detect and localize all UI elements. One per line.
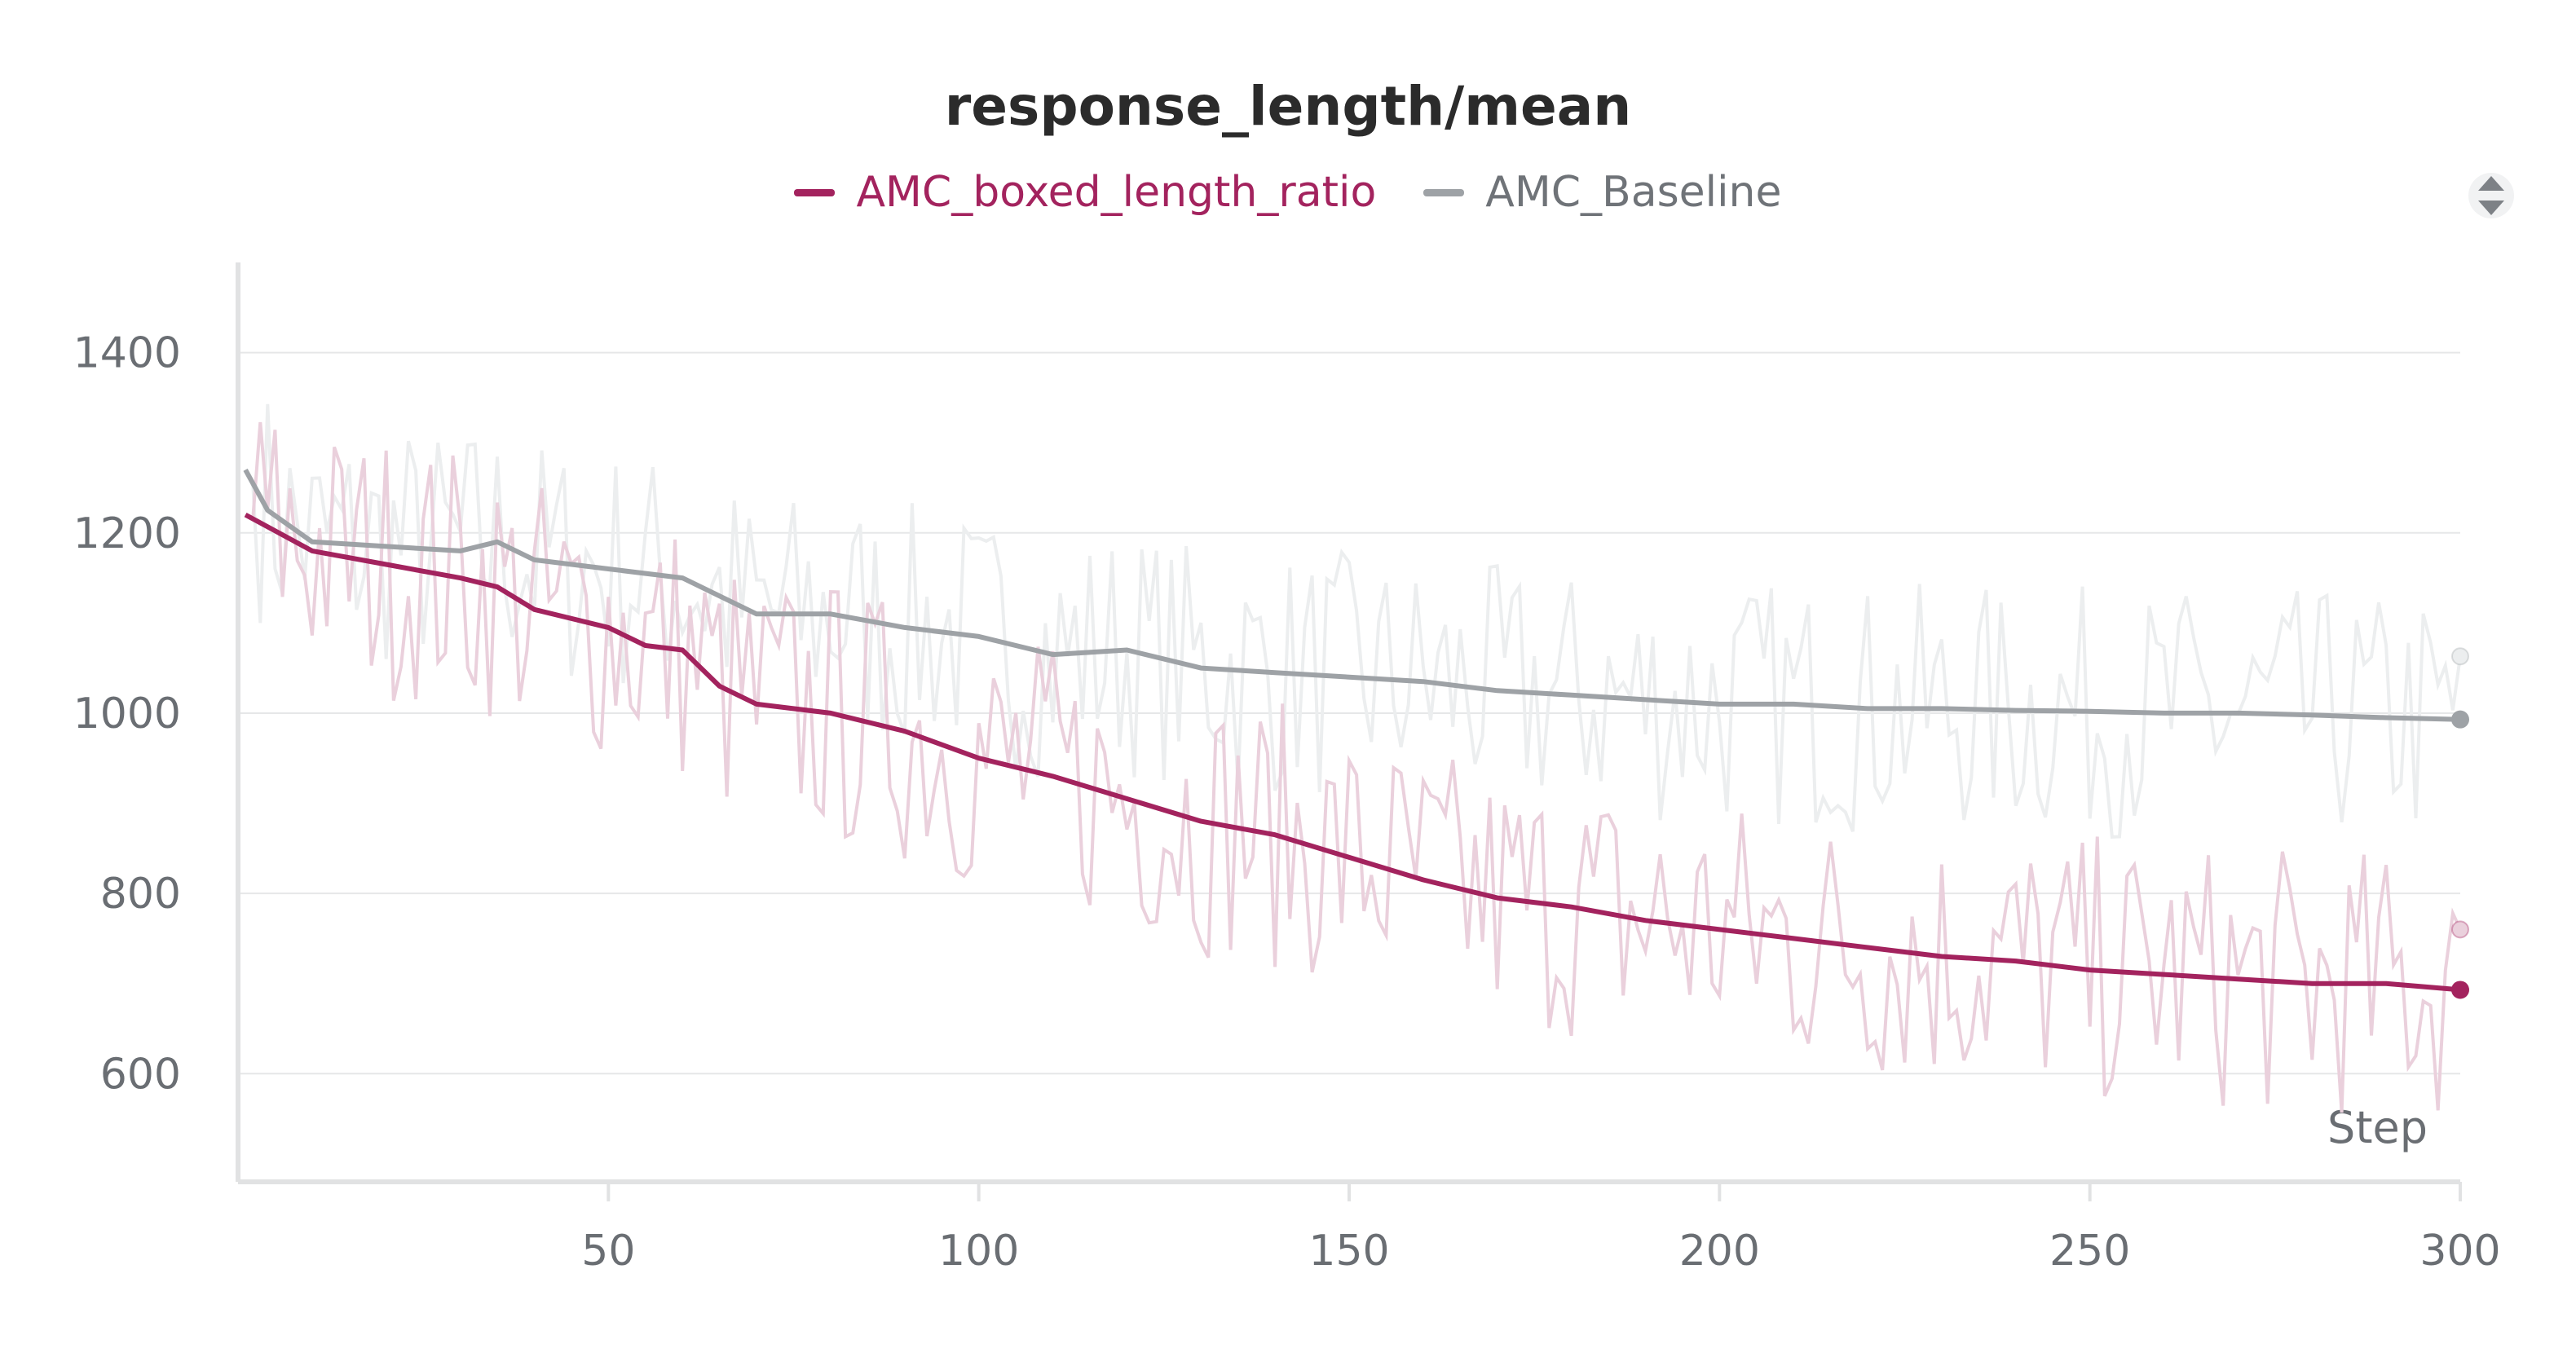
x-tick-label: 250 <box>2049 1227 2130 1276</box>
end-point-series-1 <box>2451 981 2469 999</box>
y-tick-label: 1400 <box>73 329 181 378</box>
legend-label-series-1: AMC_boxed_length_ratio <box>856 168 1377 217</box>
x-axis-label: Step <box>2327 1102 2428 1153</box>
y-tick-label: 600 <box>100 1050 181 1099</box>
legend: AMC_boxed_length_ratio AMC_Baseline <box>0 168 2576 217</box>
legend-item-series-1[interactable]: AMC_boxed_length_ratio <box>794 168 1376 217</box>
y-tick-label: 800 <box>100 870 181 919</box>
raw-end-point-series-2 <box>2451 647 2469 666</box>
x-tick-label: 300 <box>2419 1227 2500 1276</box>
y-tick-label: 1000 <box>73 690 181 738</box>
smoothed-line-series-1 <box>244 512 2461 993</box>
smoothed-line-series-2 <box>243 468 2461 722</box>
raw-line-series-1 <box>245 421 2462 1113</box>
x-tick-label: 100 <box>938 1227 1019 1276</box>
x-tick-label: 150 <box>1308 1227 1389 1276</box>
legend-item-series-2[interactable]: AMC_Baseline <box>1423 168 1782 217</box>
end-point-series-2 <box>2451 710 2469 729</box>
y-tick-label: 1200 <box>73 509 181 558</box>
legend-swatch-series-2 <box>1423 188 1465 196</box>
legend-swatch-series-1 <box>794 188 836 196</box>
panel-menu-icon[interactable] <box>2468 170 2514 222</box>
x-tick-label: 50 <box>581 1227 635 1276</box>
raw-line-series-2 <box>244 403 2462 839</box>
chart-title: response_length/mean <box>944 75 1632 138</box>
x-tick-label: 200 <box>1679 1227 1760 1276</box>
legend-label-series-2: AMC_Baseline <box>1485 168 1782 217</box>
raw-end-point-series-1 <box>2451 920 2469 939</box>
